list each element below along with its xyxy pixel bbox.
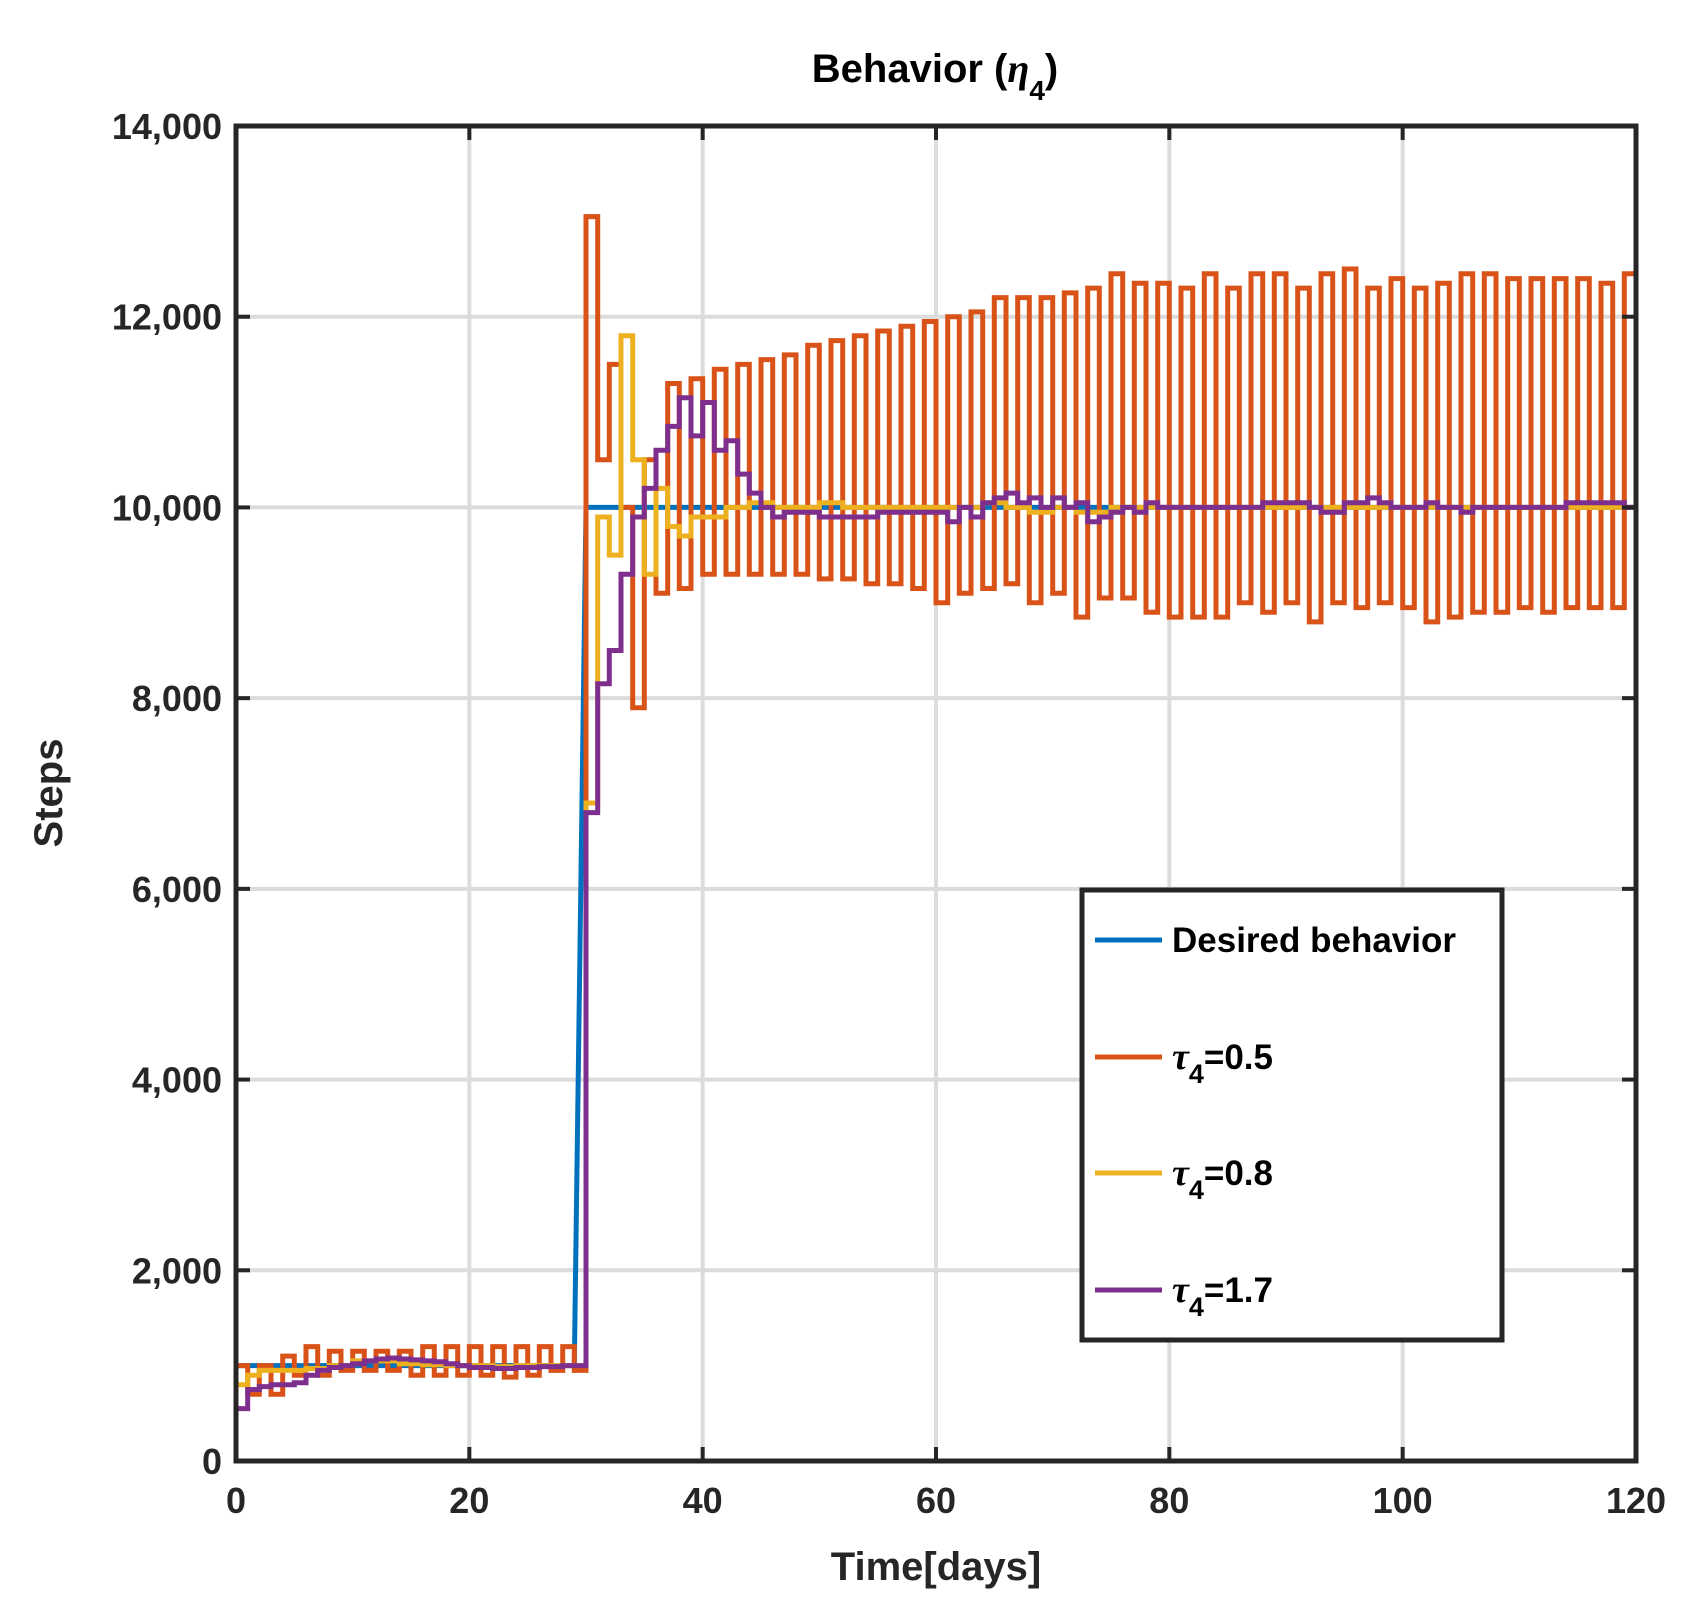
chart-title: Behavior (η4) [812, 46, 1058, 106]
chart-title-subscript: 4 [1029, 75, 1045, 106]
y-tick-label: 12,000 [112, 297, 222, 338]
x-tick-label: 60 [916, 1480, 956, 1521]
y-tick-label: 4,000 [132, 1060, 222, 1101]
y-tick-label: 6,000 [132, 869, 222, 910]
x-tick-label: 40 [683, 1480, 723, 1521]
legend-box [1079, 887, 1505, 1343]
legend: Desired behavior τ4=0.5 τ4=0.8 τ4=1.7 [1079, 887, 1505, 1343]
legend-label-3: τ4=1.7 [1172, 1269, 1273, 1322]
x-tick-label: 80 [1149, 1480, 1189, 1521]
legend-label-1: τ4=0.5 [1172, 1036, 1273, 1089]
chart-title-symbol: η [1007, 46, 1029, 91]
x-axis-title: Time[days] [831, 1545, 1041, 1589]
series-layer [236, 214, 1636, 1412]
series-line-1 [236, 214, 1636, 1397]
y-axis-title: Steps [27, 739, 71, 848]
legend-label-2: τ4=0.8 [1172, 1152, 1273, 1205]
legend-label-0: Desired behavior [1172, 921, 1456, 960]
chart-title-text: Behavior ( [812, 47, 1008, 91]
y-tick-label: 2,000 [132, 1250, 222, 1291]
y-tick-labels: 0 2,000 4,000 6,000 8,000 10,000 12,000 14,000 [112, 106, 222, 1482]
ticks [234, 124, 1638, 1463]
x-tick-labels: 0 20 40 60 80 100 120 [226, 1480, 1666, 1521]
series-line-3 [236, 395, 1636, 1412]
x-tick-label: 0 [226, 1480, 246, 1521]
y-tick-label: 8,000 [132, 678, 222, 719]
x-tick-label: 100 [1373, 1480, 1433, 1521]
y-tick-label: 14,000 [112, 106, 222, 147]
series-line-2 [236, 333, 1636, 1388]
y-tick-label: 10,000 [112, 487, 222, 528]
chart-title-close: ) [1045, 47, 1058, 91]
x-tick-label: 120 [1606, 1480, 1666, 1521]
x-tick-label: 20 [449, 1480, 489, 1521]
y-tick-label: 0 [202, 1441, 222, 1482]
